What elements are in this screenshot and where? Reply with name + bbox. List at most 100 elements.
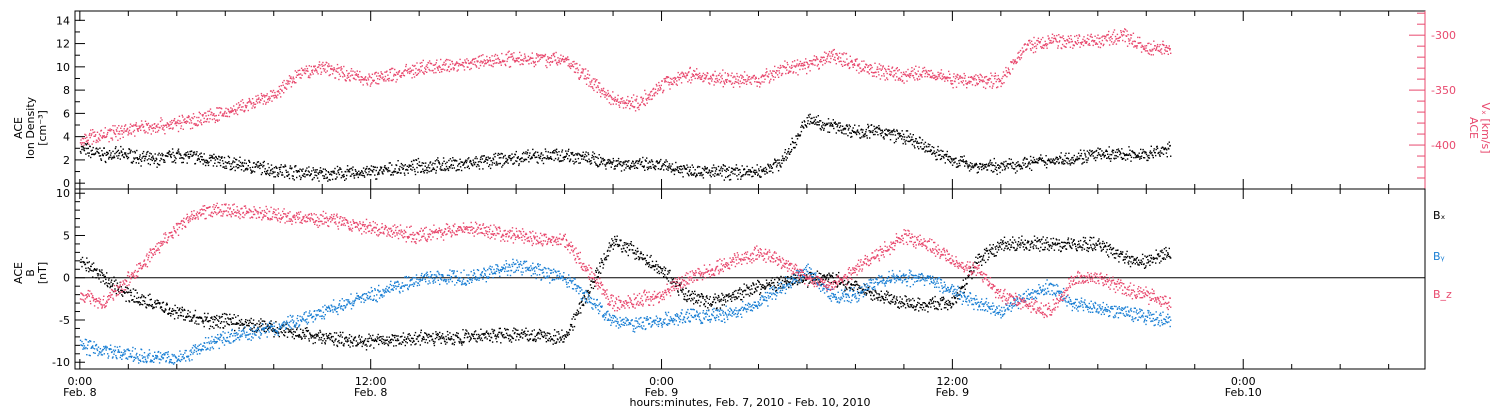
density-point <box>574 161 576 163</box>
density-point <box>895 140 897 143</box>
density-point <box>91 149 93 151</box>
velocity-point <box>319 64 321 66</box>
velocity-point <box>590 81 593 83</box>
density-point <box>775 160 777 162</box>
velocity-point <box>154 123 156 125</box>
velocity-point <box>489 60 492 62</box>
density-point <box>730 171 732 174</box>
bx-point <box>224 325 226 327</box>
density-point <box>318 171 321 173</box>
density-point <box>1164 147 1167 149</box>
velocity-point <box>420 66 422 68</box>
velocity-point <box>628 100 630 102</box>
density-point <box>821 125 823 127</box>
velocity-point <box>1021 53 1023 55</box>
density-point <box>955 166 958 168</box>
velocity-point <box>284 87 287 89</box>
density-point <box>1064 154 1066 157</box>
density-point <box>147 162 150 165</box>
velocity-point <box>457 62 459 64</box>
density-point <box>949 156 951 158</box>
density-point <box>172 151 174 154</box>
velocity-point <box>1030 49 1032 51</box>
velocity-point <box>118 125 120 127</box>
density-point <box>709 170 711 172</box>
velocity-point <box>1076 34 1078 37</box>
velocity-point <box>560 54 562 56</box>
velocity-point <box>919 74 922 76</box>
density-point <box>891 130 894 132</box>
velocity-point <box>492 63 495 65</box>
velocity-point <box>551 55 553 57</box>
density-point <box>352 172 355 175</box>
density-point <box>1062 163 1065 165</box>
density-point <box>337 172 340 174</box>
density-point <box>392 171 394 174</box>
velocity-point <box>1126 45 1129 47</box>
velocity-point <box>471 62 473 64</box>
velocity-point <box>124 125 126 127</box>
density-point <box>465 159 467 161</box>
density-point <box>131 162 134 164</box>
density-point <box>476 157 478 160</box>
velocity-point <box>665 76 668 78</box>
density-point <box>840 129 842 131</box>
velocity-point <box>436 59 438 61</box>
bx-point <box>154 300 156 302</box>
density-point <box>157 163 160 166</box>
velocity-point <box>844 61 846 63</box>
velocity-point <box>139 126 141 128</box>
density-point <box>1129 154 1132 157</box>
velocity-point <box>479 61 481 64</box>
density-point <box>844 127 847 130</box>
density-point <box>134 150 136 153</box>
velocity-point <box>572 66 575 68</box>
density-point <box>157 154 159 156</box>
velocity-point <box>1062 35 1064 37</box>
bx-point <box>84 263 87 265</box>
velocity-point <box>486 59 488 61</box>
velocity-point <box>723 80 725 82</box>
density-point <box>347 170 350 172</box>
density-point <box>445 168 447 171</box>
velocity-point <box>211 118 214 121</box>
bx-point <box>206 316 208 318</box>
velocity-point <box>309 73 311 75</box>
density-point <box>701 174 703 177</box>
density-point <box>123 156 125 159</box>
density-point <box>162 154 164 156</box>
density-point <box>134 152 136 154</box>
velocity-point <box>1156 43 1159 46</box>
density-point <box>264 170 266 173</box>
density-point <box>170 155 172 157</box>
density-point <box>838 130 840 132</box>
velocity-point <box>477 60 479 62</box>
bx-point <box>95 277 97 279</box>
velocity-point <box>741 77 743 79</box>
velocity-point <box>950 83 953 85</box>
density-point <box>504 162 506 164</box>
velocity-point <box>118 130 120 133</box>
velocity-point <box>721 77 723 80</box>
velocity-point <box>823 59 825 61</box>
density-point <box>372 171 374 173</box>
density-point <box>862 134 865 137</box>
density-point <box>901 138 903 140</box>
density-point <box>631 162 633 164</box>
velocity-point <box>827 53 830 55</box>
bx-point <box>190 318 193 321</box>
velocity-point <box>1055 40 1057 42</box>
density-point <box>236 167 239 169</box>
velocity-point <box>682 72 684 74</box>
density-point <box>858 125 860 127</box>
velocity-point <box>740 82 742 85</box>
velocity-point <box>215 114 217 117</box>
density-point <box>1103 156 1105 158</box>
velocity-point <box>933 77 935 79</box>
density-point <box>539 155 542 157</box>
velocity-point <box>517 57 519 60</box>
density-point <box>947 156 949 158</box>
density-point <box>894 130 896 133</box>
velocity-point <box>704 78 707 80</box>
velocity-point <box>453 69 455 71</box>
